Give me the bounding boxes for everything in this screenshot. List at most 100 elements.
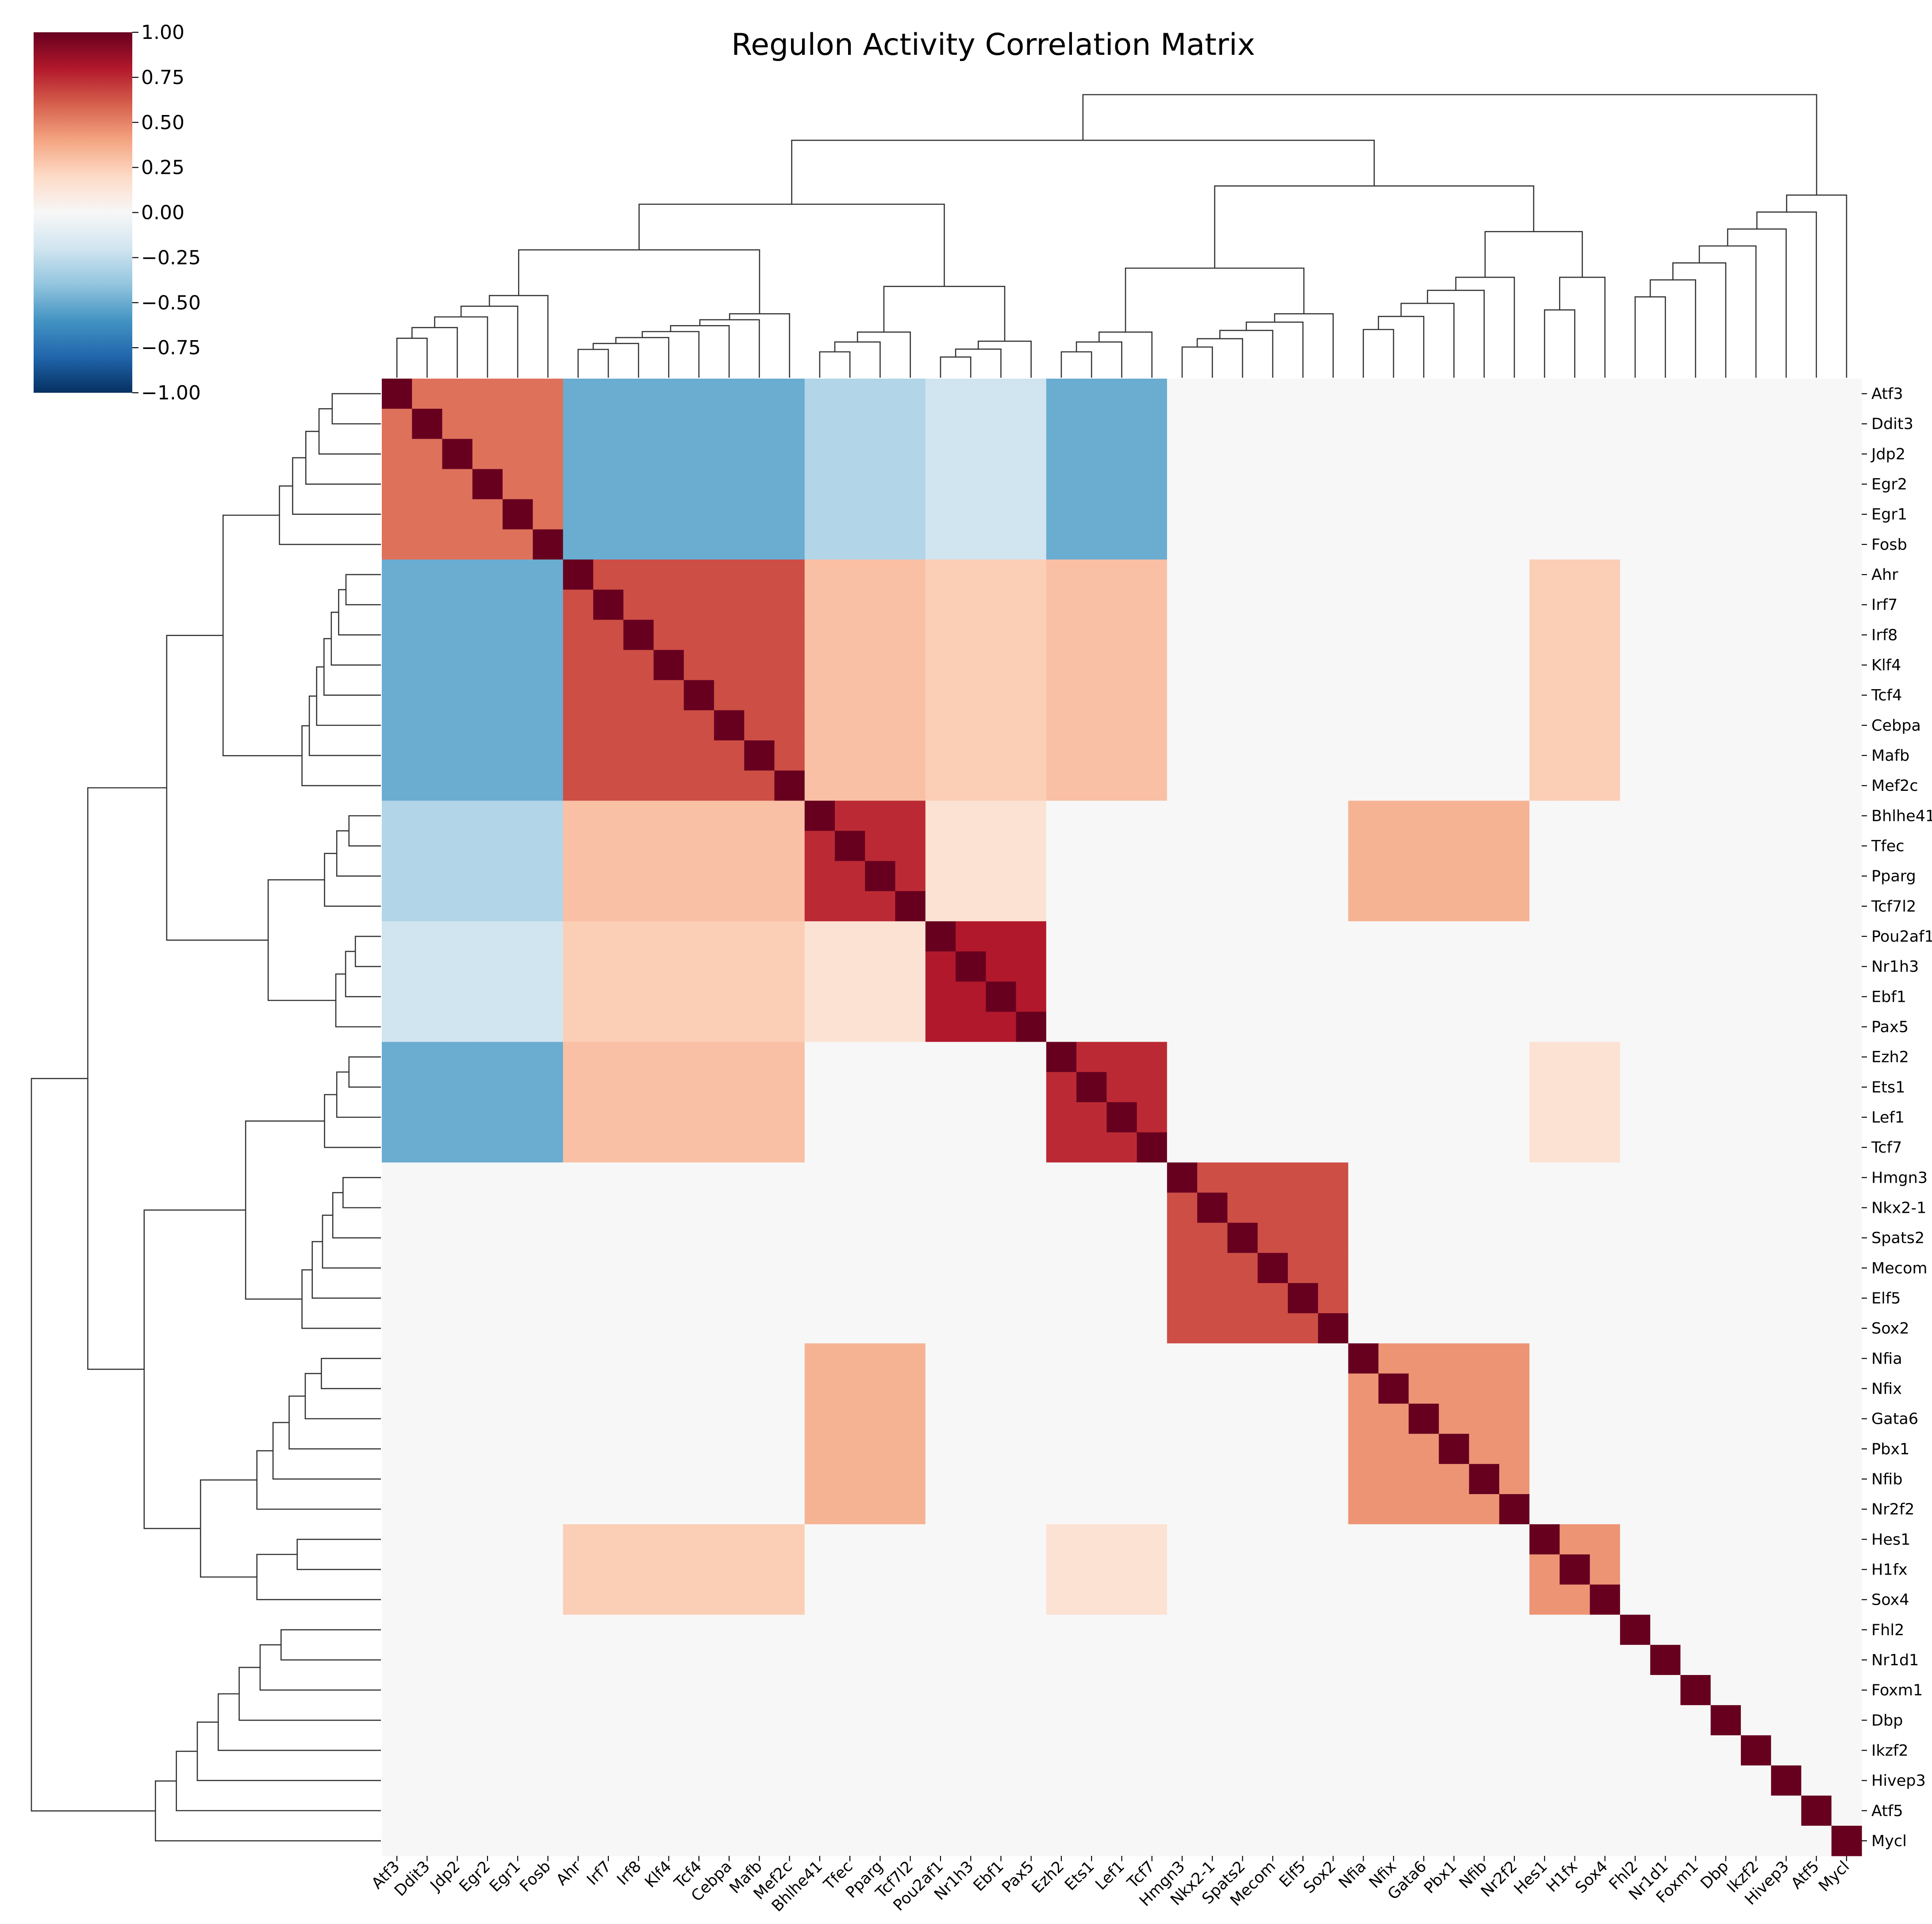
heatmap-cell <box>1499 710 1530 741</box>
heatmap-cell <box>1740 1524 1771 1555</box>
heatmap-cell <box>1559 680 1590 711</box>
heatmap-cell <box>956 1464 986 1495</box>
heatmap-cell <box>653 439 684 470</box>
heatmap-cell <box>1137 1192 1168 1223</box>
heatmap-cell <box>533 379 564 409</box>
heatmap-cell <box>1439 1042 1470 1073</box>
heatmap-cell <box>1680 1644 1711 1675</box>
heatmap-cell <box>382 1584 412 1615</box>
heatmap-cell <box>925 559 956 590</box>
chart-title: Regulon Activity Correlation Matrix <box>731 27 1255 62</box>
heatmap-cell <box>744 1554 775 1585</box>
heatmap-cell <box>834 1403 865 1434</box>
heatmap-cell <box>1167 1433 1198 1464</box>
heatmap-cell <box>563 1042 594 1073</box>
heatmap-cell <box>1710 1644 1741 1675</box>
heatmap-cell <box>1439 1253 1470 1284</box>
heatmap-cell <box>1771 499 1802 530</box>
heatmap-cell <box>1439 1464 1470 1495</box>
heatmap-cell <box>1831 1313 1862 1344</box>
heatmap-cell <box>714 1223 745 1253</box>
heatmap-cell <box>1559 650 1590 681</box>
heatmap-cell <box>1378 1644 1409 1675</box>
heatmap-cell <box>1197 590 1228 620</box>
heatmap-cell <box>1287 1042 1318 1073</box>
heatmap-cell <box>804 1313 835 1344</box>
heatmap-cell <box>1559 1072 1590 1103</box>
heatmap-cell <box>895 680 926 711</box>
heatmap-cell <box>1137 529 1168 560</box>
heatmap-cell <box>1831 1223 1862 1253</box>
heatmap-cell <box>1650 1675 1681 1706</box>
heatmap-cell <box>1106 680 1137 711</box>
heatmap-cell <box>1378 559 1409 590</box>
heatmap-cell <box>1378 499 1409 530</box>
heatmap-cell <box>895 1644 926 1675</box>
heatmap-cell <box>956 1223 986 1253</box>
heatmap-cell <box>442 529 473 560</box>
heatmap-cell <box>744 620 775 651</box>
heatmap-cell <box>1076 439 1107 470</box>
heatmap-cell <box>1348 1042 1379 1073</box>
heatmap-cell <box>653 620 684 651</box>
heatmap-cell <box>1137 1494 1168 1525</box>
heatmap-cell <box>503 951 533 982</box>
heatmap-cell <box>1559 1765 1590 1796</box>
heatmap-cell <box>1197 1825 1228 1856</box>
heatmap-cell <box>956 1524 986 1555</box>
heatmap-cell <box>1740 1102 1771 1133</box>
heatmap-cell <box>1167 801 1198 832</box>
heatmap-cell <box>1469 1795 1500 1826</box>
heatmap-cell <box>986 1735 1017 1766</box>
row-label: Mycl <box>1871 1832 1907 1850</box>
heatmap-cell <box>1287 1705 1318 1736</box>
heatmap-cell <box>382 710 412 741</box>
heatmap-cell <box>1559 1313 1590 1344</box>
heatmap-cell <box>442 1614 473 1645</box>
heatmap-cell <box>1287 1012 1318 1042</box>
heatmap-cell <box>1680 951 1711 982</box>
heatmap-cell <box>834 1675 865 1706</box>
heatmap-cell <box>1529 861 1560 892</box>
heatmap-cell <box>986 1644 1017 1675</box>
heatmap-cell <box>865 499 896 530</box>
heatmap-cell <box>684 921 714 952</box>
heatmap-cell <box>1771 469 1802 500</box>
heatmap-cell <box>1499 1403 1530 1434</box>
heatmap-cell <box>956 831 986 862</box>
heatmap-cell <box>1620 439 1651 470</box>
heatmap-cell <box>684 831 714 862</box>
heatmap-cell <box>1771 861 1802 892</box>
row-label: Tcf7l2 <box>1871 898 1916 916</box>
heatmap-cell <box>986 1373 1017 1404</box>
heatmap-cell <box>1016 1584 1047 1615</box>
heatmap-cell <box>653 921 684 952</box>
heatmap-cell <box>1710 981 1741 1012</box>
heatmap-cell <box>1710 1072 1741 1103</box>
heatmap-cell <box>1046 1253 1077 1284</box>
heatmap-cell <box>1257 559 1288 590</box>
heatmap-cell <box>895 1554 926 1585</box>
heatmap-cell <box>1529 831 1560 862</box>
heatmap-cell <box>382 1554 412 1585</box>
heatmap-cell <box>1801 1735 1832 1766</box>
heatmap-cell <box>1409 1223 1439 1253</box>
heatmap-cell <box>1680 439 1711 470</box>
heatmap-cell <box>1348 1765 1379 1796</box>
heatmap-cell <box>1348 590 1379 620</box>
heatmap-cell <box>744 1644 775 1675</box>
heatmap-cell <box>412 499 443 530</box>
heatmap-cell <box>956 1795 986 1826</box>
heatmap-cell <box>714 1313 745 1344</box>
heatmap-cell <box>623 439 654 470</box>
heatmap-cell <box>865 1403 896 1434</box>
heatmap-cell <box>442 891 473 922</box>
heatmap-cell <box>1106 710 1137 741</box>
heatmap-cell <box>1409 650 1439 681</box>
heatmap-cell <box>895 1343 926 1374</box>
heatmap-cell <box>834 1524 865 1555</box>
heatmap-cell <box>382 409 412 439</box>
heatmap-cell <box>1650 1102 1681 1133</box>
dendrogram-link <box>592 343 639 378</box>
heatmap-cell <box>804 1403 835 1434</box>
